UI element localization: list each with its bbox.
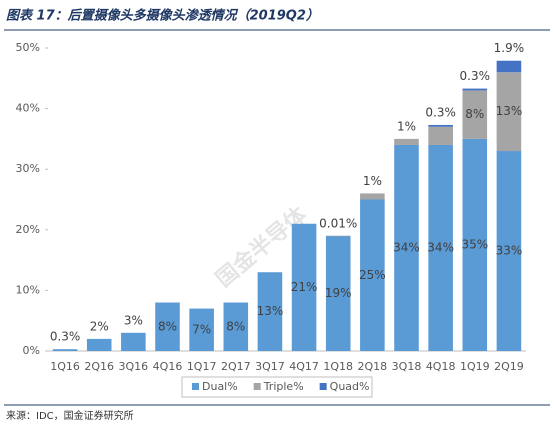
data-label: 8% [226,319,245,333]
x-tick-label: 3Q16 [119,360,149,373]
x-tick-label: 1Q18 [323,360,353,373]
bar-segment [325,235,351,351]
data-label: 1.9% [494,41,525,55]
data-label: 25% [359,268,386,282]
legend-swatch [319,383,327,390]
legend-box [181,376,373,398]
data-label: 3% [124,313,143,327]
bar-segment [496,60,522,73]
x-tick-label: 4Q16 [153,360,183,373]
source: 来源：IDC，国金证券研究所 [6,409,134,422]
bar-segment [394,138,419,145]
y-tick-label: 10% [16,283,40,296]
data-label: 35% [461,237,488,251]
bar-segment [121,332,146,351]
bar-segment [394,144,419,351]
x-tick-label: 1Q16 [50,360,80,373]
data-label: 33% [496,244,523,258]
bar-segment [360,193,385,200]
x-tick-label: 2Q18 [358,360,388,373]
y-tick-label: 50% [16,41,40,54]
bar-segment [462,90,488,139]
y-tick-label: 20% [16,223,40,236]
legend-label: Triple% [263,380,304,393]
data-label: 0.3% [50,330,81,344]
y-tick-label: 0% [23,344,40,357]
x-tick-label: 2Q17 [221,360,251,373]
bar-segment [496,151,522,351]
x-tick-label: 2Q19 [494,360,524,373]
legend-label: Dual% [202,380,238,393]
bar-segment [325,235,351,237]
data-label: 1% [363,174,382,188]
data-label: 13% [496,104,523,118]
data-label: 34% [427,240,454,254]
bar-segment [496,72,522,152]
bar-segment [155,302,180,351]
data-label: 0.3% [425,105,456,119]
bar-segment [223,302,249,351]
y-tick-label: 40% [16,102,40,115]
x-tick-label: 1Q19 [460,360,490,373]
chart-title: 图表 17：后置摄像头多摄像头渗透情况（2019Q2） [6,8,319,24]
bar-segment [462,88,488,91]
data-label: 8% [158,319,177,333]
bar-segment [86,338,112,351]
bar-segment [462,138,488,351]
data-label: 0.01% [319,216,357,230]
data-label: 19% [325,286,352,300]
data-label: 1% [397,119,416,133]
bar-segment [428,124,453,127]
x-tick-label: 2Q16 [84,360,114,373]
bar-segment [257,272,283,351]
data-label: 13% [257,304,284,318]
data-label: 34% [393,240,420,254]
data-label: 21% [291,280,318,294]
bar-segment [428,126,453,145]
legend-label: Quad% [330,380,370,393]
bar-segment [189,308,214,351]
x-tick-label: 4Q17 [289,360,319,373]
bar-segment [360,199,385,351]
data-label: 0.3% [460,69,491,83]
bar-segment [52,349,78,351]
bar-segment [428,144,453,351]
x-tick-label: 1Q17 [187,360,217,373]
data-label: 2% [90,319,109,333]
bar-segment [291,223,317,351]
legend-swatch [253,383,261,390]
x-tick-label: 3Q17 [255,360,285,373]
legend-swatch [192,383,199,390]
x-tick-label: 3Q18 [392,360,422,373]
y-tick-label: 30% [16,162,40,175]
data-label: 8% [465,107,484,121]
x-tick-label: 4Q18 [426,360,456,373]
data-label: 7% [192,322,211,336]
